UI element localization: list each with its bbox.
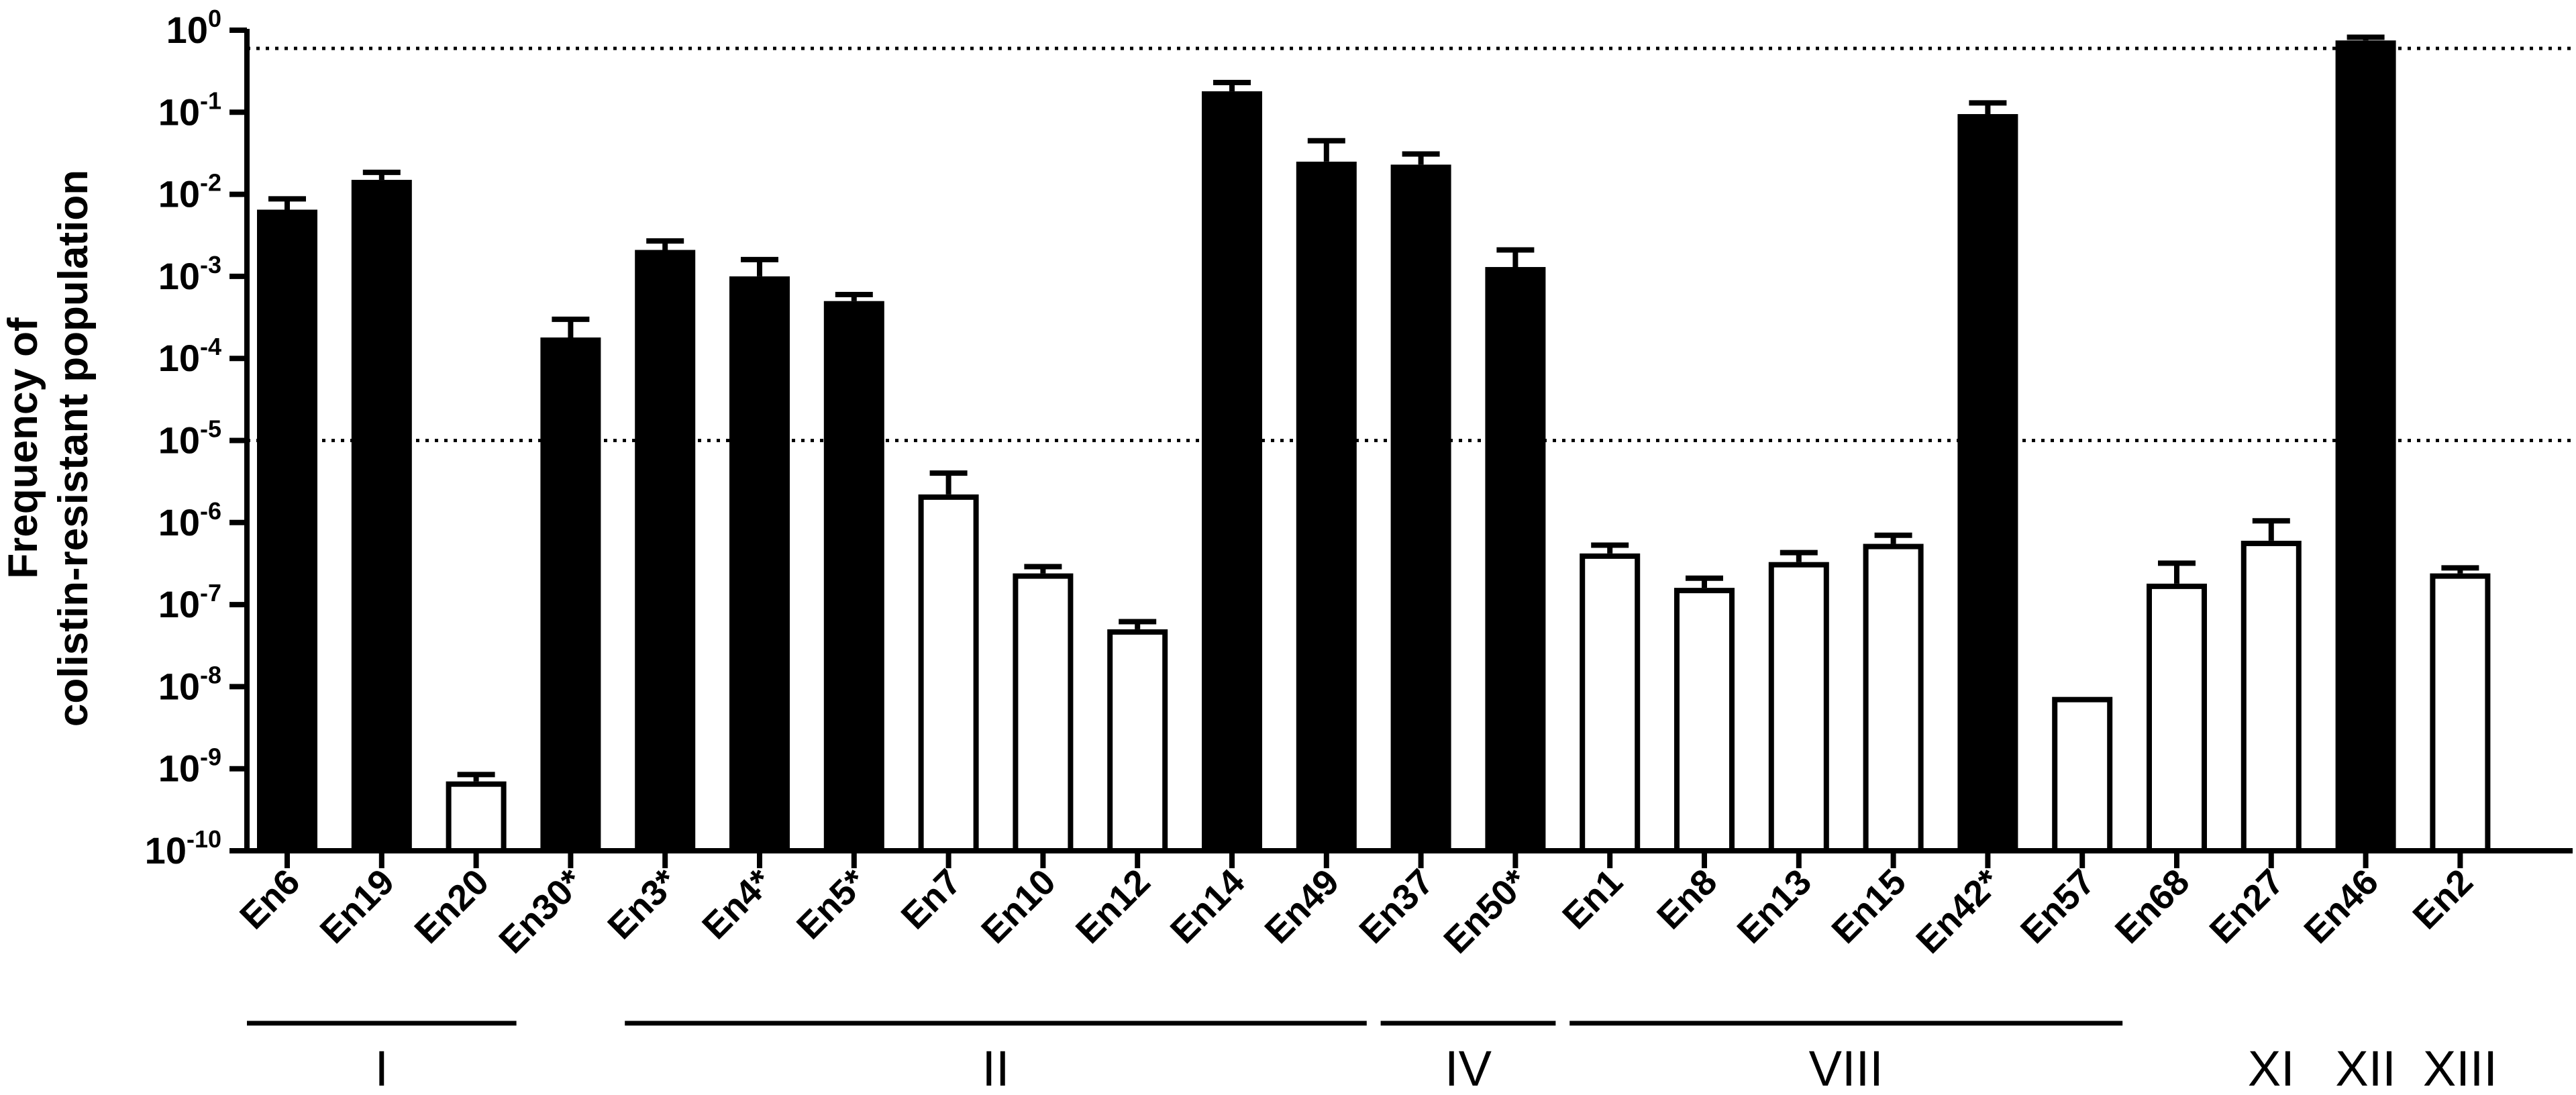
group-label: IV <box>1445 1041 1492 1095</box>
y-tick-exponent: -5 <box>200 415 221 443</box>
bar <box>2052 696 2113 854</box>
y-tick-exponent: -1 <box>200 87 221 114</box>
y-tick-exponent: 0 <box>208 5 221 32</box>
reference-lines <box>247 46 2573 442</box>
bar <box>540 337 601 851</box>
axes <box>229 28 2573 868</box>
y-tick-exponent: -10 <box>187 825 221 853</box>
x-tick-label: En19 <box>313 862 403 951</box>
bar <box>823 301 884 851</box>
x-tick-label: En7 <box>894 862 969 937</box>
x-tick-label: En1 <box>1555 862 1630 937</box>
x-tick-label: En13 <box>1730 862 1820 951</box>
bar <box>1390 164 1451 851</box>
y-axis-label: Frequency of colistin-resistant populati… <box>0 170 97 727</box>
bar <box>257 209 317 851</box>
y-tick-exponent: -9 <box>200 743 221 771</box>
bar <box>1957 114 2018 851</box>
x-tick-label: En42* <box>1908 862 2008 961</box>
x-tick-label: En27 <box>2202 862 2292 951</box>
bar <box>635 250 696 851</box>
group-label: VIII <box>1809 1041 1884 1095</box>
bar <box>2335 40 2396 851</box>
bar <box>1485 266 1546 851</box>
group-label: XII <box>2335 1041 2395 1095</box>
bar <box>1674 588 1735 853</box>
x-tick-label: En46 <box>2296 862 2386 951</box>
y-tick-label: 10-8 <box>158 661 221 707</box>
y-tick-label: 10-1 <box>158 87 221 133</box>
y-tick-label: 10-3 <box>158 251 221 297</box>
group-label: II <box>982 1041 1009 1095</box>
y-tick-label: 10-2 <box>158 169 221 215</box>
x-tick-label: En10 <box>974 862 1064 951</box>
bar <box>1013 573 1074 853</box>
x-tick-label: En14 <box>1163 862 1253 951</box>
bar <box>1768 562 1829 853</box>
y-tick-exponent: -6 <box>200 497 221 525</box>
y-tick-exponent: -3 <box>200 251 221 278</box>
y-tick-exponent: -2 <box>200 169 221 197</box>
x-tick-label: En49 <box>1257 862 1347 951</box>
bar <box>446 781 507 854</box>
y-tick-label: 10-4 <box>158 333 221 379</box>
group-label: I <box>375 1041 389 1095</box>
bar <box>2430 573 2491 853</box>
y-tick-label: 10-9 <box>158 743 221 790</box>
bar <box>1863 543 1924 853</box>
bar <box>2240 540 2302 854</box>
x-tick-label: En15 <box>1824 862 1914 951</box>
bar <box>1296 161 1357 851</box>
y-tick-exponent: -7 <box>200 579 221 607</box>
bar <box>2147 583 2207 854</box>
x-tick-label: En5* <box>789 862 874 947</box>
y-tick-label: 10-5 <box>158 415 221 462</box>
x-tick-label: En68 <box>2108 862 2198 951</box>
y-tick-label: 10-6 <box>158 497 221 543</box>
bar <box>1580 553 1641 853</box>
bar <box>918 494 979 853</box>
x-tick-label: En57 <box>2013 862 2103 951</box>
x-tick-label: En20 <box>407 862 497 951</box>
group-label: XI <box>2248 1041 2295 1095</box>
y-axis-label-line-1: Frequency of <box>0 317 46 579</box>
y-tick-label: 100 <box>166 5 221 51</box>
group-label: XIII <box>2423 1041 2497 1095</box>
x-tick-label: En2 <box>2405 862 2480 937</box>
y-tick-exponent: -8 <box>200 661 221 688</box>
bar <box>729 276 790 851</box>
y-axis-label-line-2: colistin-resistant population <box>50 170 97 727</box>
x-tick-label: En3* <box>600 862 685 947</box>
bar <box>351 180 412 851</box>
y-tick-label: 10-10 <box>145 825 221 872</box>
x-tick-label: En30* <box>491 862 591 961</box>
x-tick-label: En37 <box>1351 862 1441 951</box>
bars <box>257 34 2491 854</box>
y-tick-label: 10-7 <box>158 579 221 625</box>
bar <box>1202 91 1262 851</box>
bar <box>1107 629 1168 853</box>
x-tick-label: En6 <box>232 862 307 937</box>
x-tick-label: En4* <box>694 862 780 947</box>
x-tick-label: En50* <box>1436 862 1536 961</box>
x-tick-label: En8 <box>1649 862 1724 937</box>
x-tick-label: En12 <box>1068 862 1158 951</box>
group-brackets: I II IV VIII XI XII XIII <box>247 1021 2497 1095</box>
y-tick-labels: 100 10-1 10-2 10-3 10-4 10-5 10-6 10-7 10-8 10-9 1… <box>145 5 221 872</box>
y-tick-exponent: -4 <box>200 333 221 360</box>
